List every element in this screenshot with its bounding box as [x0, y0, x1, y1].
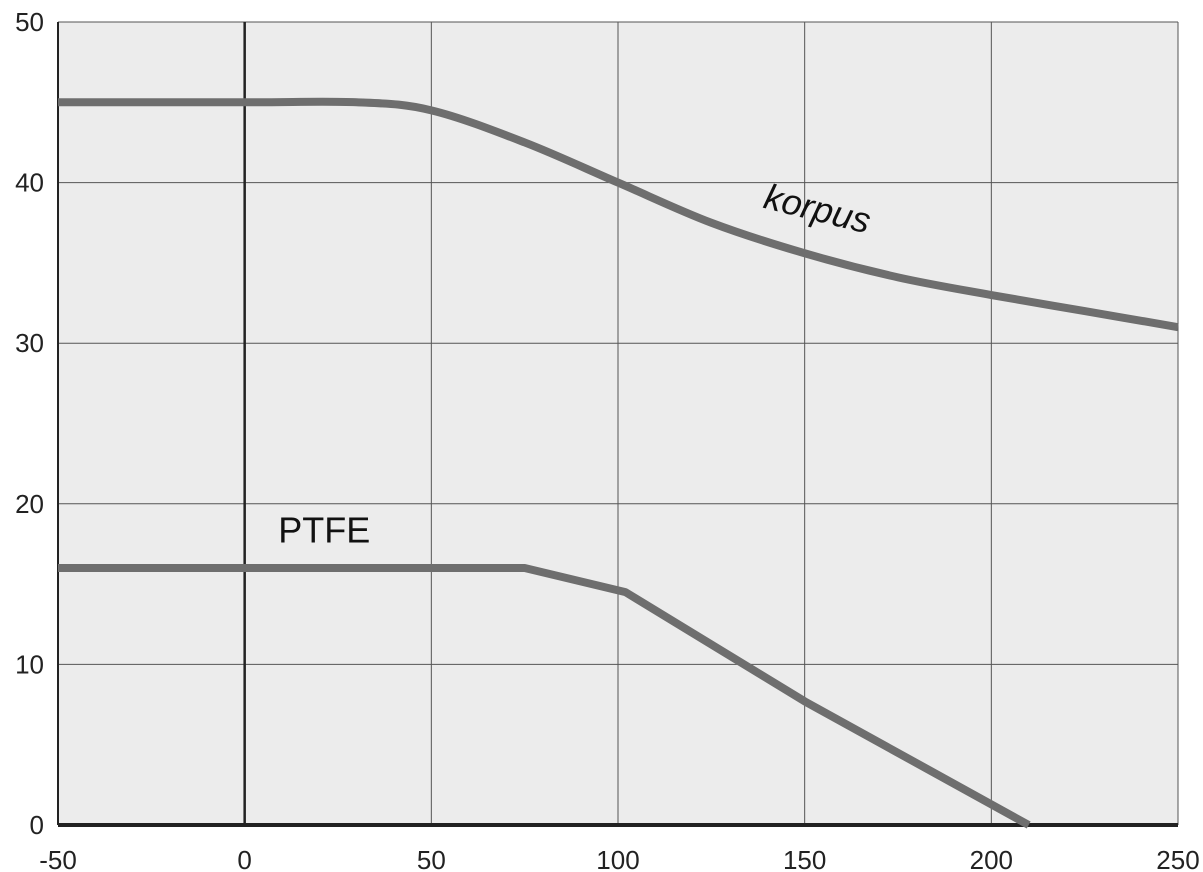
y-tick-label: 50: [15, 7, 44, 37]
series-line-korpus: [57, 97, 1179, 332]
y-tick-label: 30: [15, 328, 44, 358]
x-tick-label: 250: [1156, 845, 1199, 872]
x-tick-label: 0: [237, 845, 251, 872]
tick-labels: -50 0 50 100 150 200 250 0 10 20 30 40 50: [15, 7, 1200, 872]
x-tick-label: 50: [417, 845, 446, 872]
y-tick-label: 10: [15, 649, 44, 679]
series-line-ptfe: [58, 564, 1031, 829]
x-tick-label: 200: [970, 845, 1013, 872]
series-label-ptfe: PTFE: [278, 509, 370, 550]
x-tick-label: 100: [596, 845, 639, 872]
x-tick-label: 150: [783, 845, 826, 872]
y-tick-label: 40: [15, 168, 44, 198]
y-tick-label: 0: [30, 810, 44, 840]
x-tick-label: -50: [39, 845, 77, 872]
y-tick-label: 20: [15, 489, 44, 519]
series-lines: [57, 97, 1179, 829]
axes: [57, 22, 1178, 827]
